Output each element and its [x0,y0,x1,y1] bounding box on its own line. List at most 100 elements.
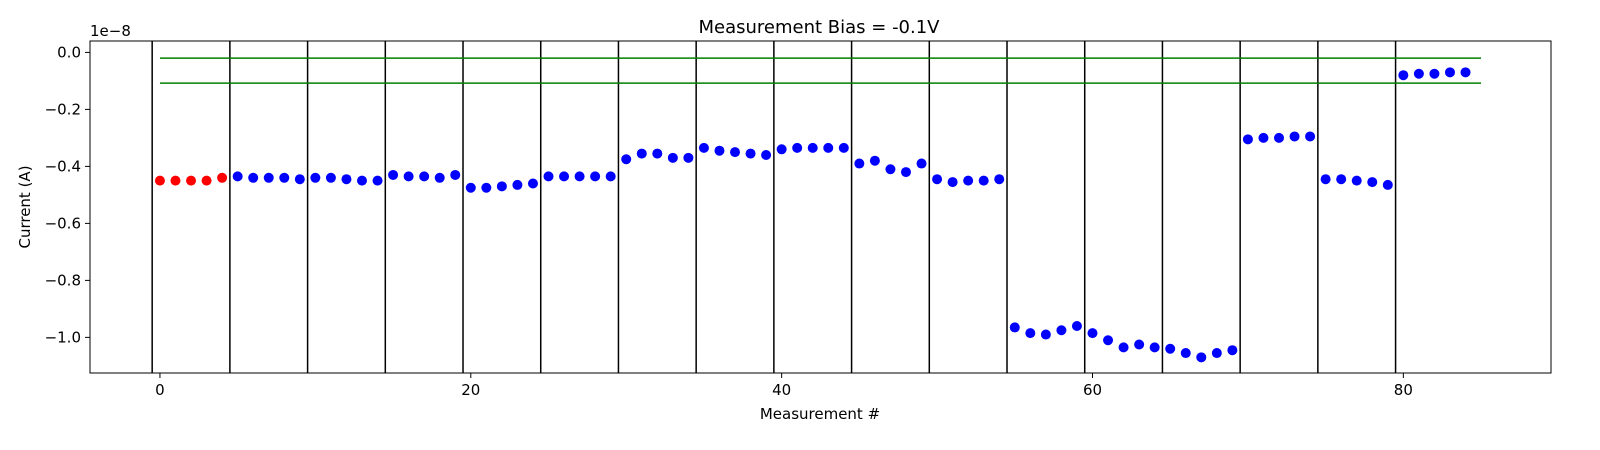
data-point [356,175,367,186]
data-point [1211,348,1222,359]
data-point [667,152,678,163]
plot-points [154,67,1471,363]
data-point [248,172,259,183]
data-point [792,142,803,153]
data-point [465,182,476,193]
y-axis: 0.0 −0.2 −0.4 −0.6 −0.8 −1.0 [45,43,90,346]
data-point [186,175,197,186]
data-point [1429,68,1440,79]
data-point [1087,328,1098,339]
data-point [838,142,849,153]
data-point [869,155,880,166]
data-point [279,172,290,183]
data-point [932,174,943,185]
data-point [1040,329,1051,340]
data-point [1367,177,1378,188]
data-point [1351,175,1362,186]
data-point [605,171,616,182]
data-point [1025,328,1036,339]
data-point [543,171,554,182]
data-point [900,167,911,178]
data-point [1180,348,1191,359]
data-point [310,172,321,183]
data-point [1242,134,1253,145]
data-point [1149,342,1160,353]
data-point [745,148,756,159]
x-tick-label: 80 [1394,381,1413,399]
data-point [527,178,538,189]
x-axis-label: Measurement # [760,405,880,423]
data-point [1382,179,1393,190]
data-point [1289,131,1300,142]
data-point [154,175,165,186]
data-point [263,172,274,183]
data-point [1165,343,1176,354]
data-point [994,174,1005,185]
data-point [636,148,647,159]
x-tick-label: 20 [461,381,480,399]
data-point [1460,67,1471,78]
data-point [294,174,305,185]
data-point [916,158,927,169]
data-point [419,171,430,182]
data-point [341,174,352,185]
data-point [1413,68,1424,79]
data-point [683,152,694,163]
data-point [1227,345,1238,356]
data-point [885,164,896,175]
y-offset-label: 1e−8 [90,22,131,40]
data-point [170,175,181,186]
data-point [854,158,865,169]
x-axis: 0 20 40 60 80 [155,373,1413,399]
chart-title: Measurement Bias = -0.1V [698,17,940,38]
data-point [807,142,818,153]
data-point [434,172,445,183]
data-point [574,171,585,182]
x-tick-label: 0 [155,381,165,399]
data-point [1320,174,1331,185]
data-point [1444,67,1455,78]
data-point [1103,335,1114,346]
data-point [1009,322,1020,333]
y-axis-label: Current (A) [16,165,34,248]
data-point [217,172,228,183]
data-point [698,142,709,153]
data-point [1305,131,1316,142]
data-point [823,142,834,153]
y-tick-label: −0.6 [45,214,81,232]
data-point [1056,325,1067,336]
data-point [496,181,507,192]
data-point [761,149,772,160]
data-point [1196,352,1207,363]
data-point [559,171,570,182]
y-tick-label: −1.0 [45,328,81,346]
data-point [450,169,461,180]
data-point [590,171,601,182]
plot-frame [89,40,1552,374]
data-point [232,171,243,182]
data-point [1071,320,1082,331]
data-point [201,175,212,186]
data-point [403,171,414,182]
data-point [730,147,741,158]
data-point [947,177,958,188]
data-point [1118,342,1129,353]
data-point [978,175,989,186]
data-point [388,169,399,180]
data-point [652,148,663,159]
data-point [512,179,523,190]
data-point [481,182,492,193]
plot-lines [151,41,1482,373]
data-point [1398,70,1409,81]
data-point [714,145,725,156]
y-tick-label: 0.0 [57,43,81,61]
data-point [1258,132,1269,143]
data-point [1274,132,1285,143]
x-tick-label: 40 [772,381,791,399]
data-point [621,154,632,165]
data-point [372,175,383,186]
data-point [1134,339,1145,350]
data-point [963,175,974,186]
y-tick-label: −0.2 [45,100,81,118]
